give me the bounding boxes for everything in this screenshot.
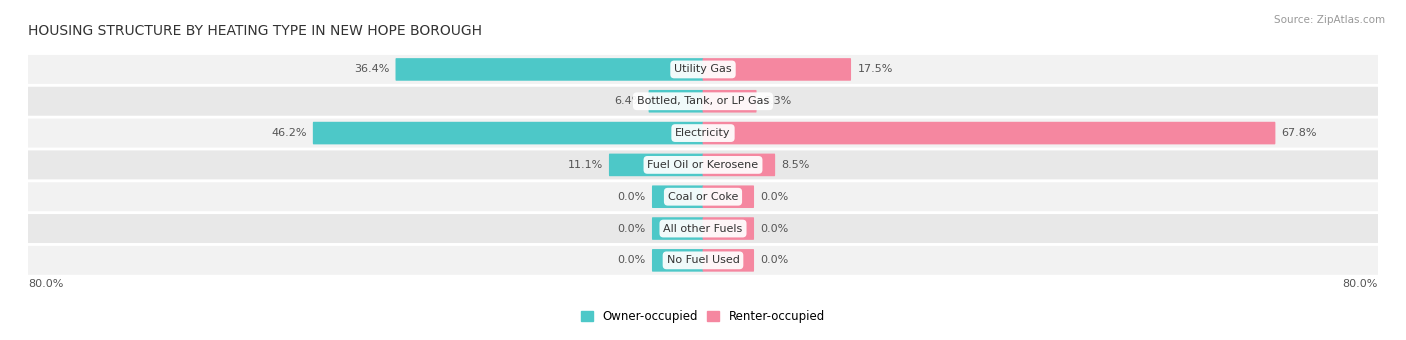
FancyBboxPatch shape: [703, 249, 754, 272]
FancyBboxPatch shape: [703, 217, 754, 240]
Text: 17.5%: 17.5%: [858, 65, 893, 74]
Text: 80.0%: 80.0%: [1343, 279, 1378, 289]
FancyBboxPatch shape: [652, 249, 703, 272]
FancyBboxPatch shape: [609, 154, 703, 176]
Text: Electricity: Electricity: [675, 128, 731, 138]
Text: 0.0%: 0.0%: [761, 192, 789, 202]
Text: No Fuel Used: No Fuel Used: [666, 255, 740, 265]
Legend: Owner-occupied, Renter-occupied: Owner-occupied, Renter-occupied: [576, 305, 830, 328]
FancyBboxPatch shape: [703, 185, 754, 208]
Text: Coal or Coke: Coal or Coke: [668, 192, 738, 202]
FancyBboxPatch shape: [28, 87, 1378, 116]
Text: 11.1%: 11.1%: [568, 160, 603, 170]
Text: 46.2%: 46.2%: [271, 128, 307, 138]
Text: 0.0%: 0.0%: [617, 255, 645, 265]
FancyBboxPatch shape: [28, 55, 1378, 84]
FancyBboxPatch shape: [703, 122, 1275, 144]
Text: All other Fuels: All other Fuels: [664, 223, 742, 234]
FancyBboxPatch shape: [703, 154, 775, 176]
Text: 0.0%: 0.0%: [617, 192, 645, 202]
FancyBboxPatch shape: [648, 90, 703, 113]
Text: Fuel Oil or Kerosene: Fuel Oil or Kerosene: [647, 160, 759, 170]
FancyBboxPatch shape: [28, 150, 1378, 180]
FancyBboxPatch shape: [652, 185, 703, 208]
FancyBboxPatch shape: [28, 246, 1378, 275]
Text: 0.0%: 0.0%: [761, 255, 789, 265]
FancyBboxPatch shape: [28, 182, 1378, 211]
FancyBboxPatch shape: [652, 217, 703, 240]
FancyBboxPatch shape: [28, 119, 1378, 148]
FancyBboxPatch shape: [312, 122, 703, 144]
FancyBboxPatch shape: [395, 58, 703, 81]
FancyBboxPatch shape: [703, 90, 756, 113]
Text: 0.0%: 0.0%: [761, 223, 789, 234]
Text: 6.3%: 6.3%: [763, 96, 792, 106]
FancyBboxPatch shape: [703, 58, 851, 81]
Text: HOUSING STRUCTURE BY HEATING TYPE IN NEW HOPE BOROUGH: HOUSING STRUCTURE BY HEATING TYPE IN NEW…: [28, 24, 482, 38]
Text: 8.5%: 8.5%: [782, 160, 810, 170]
Text: Source: ZipAtlas.com: Source: ZipAtlas.com: [1274, 15, 1385, 25]
Text: 6.4%: 6.4%: [614, 96, 643, 106]
Text: 67.8%: 67.8%: [1282, 128, 1317, 138]
Text: 80.0%: 80.0%: [28, 279, 63, 289]
Text: 0.0%: 0.0%: [617, 223, 645, 234]
Text: Bottled, Tank, or LP Gas: Bottled, Tank, or LP Gas: [637, 96, 769, 106]
Text: Utility Gas: Utility Gas: [675, 65, 731, 74]
Text: 36.4%: 36.4%: [354, 65, 389, 74]
FancyBboxPatch shape: [28, 214, 1378, 243]
